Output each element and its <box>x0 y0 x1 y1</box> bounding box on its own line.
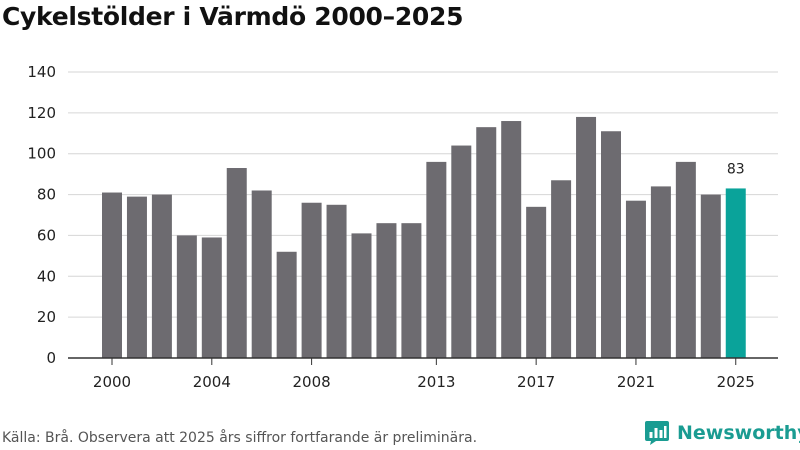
bar-2009 <box>326 204 347 358</box>
y-tick-label-120: 120 <box>27 104 56 122</box>
bar-2023 <box>675 161 696 358</box>
bar-2002 <box>151 194 172 358</box>
bar-2011 <box>376 223 397 358</box>
bar-2008 <box>301 202 322 358</box>
bar-2004 <box>201 237 222 358</box>
y-tick-label-20: 20 <box>37 308 56 326</box>
bar-2018 <box>551 180 572 358</box>
bar-2013 <box>426 161 447 358</box>
bar-2003 <box>176 235 197 358</box>
y-tick-label-40: 40 <box>37 267 56 285</box>
bar-2001 <box>126 196 147 358</box>
bar-2012 <box>401 223 422 358</box>
y-tick-label-60: 60 <box>37 226 56 244</box>
y-tick-label-80: 80 <box>37 186 56 204</box>
gridlines <box>68 71 778 318</box>
source-note: Källa: Brå. Observera att 2025 års siffr… <box>2 430 478 446</box>
bar-2020 <box>601 131 621 358</box>
bars <box>68 116 778 359</box>
data-labels: 83 <box>727 161 745 177</box>
bar-2017 <box>526 206 547 358</box>
x-tick-label-2008: 2008 <box>293 373 331 391</box>
y-axis-ticks: 0 20 40 60 80 100 120 140 <box>27 63 56 367</box>
chart-title: Cykelstölder i Värmdö 2000–2025 <box>2 2 464 31</box>
bar-2005 <box>226 168 247 358</box>
bar-2010 <box>351 233 372 358</box>
x-tick-label-2025: 2025 <box>717 373 755 391</box>
bar-2022 <box>650 186 671 358</box>
brand-logo: Newsworthy <box>644 420 800 446</box>
bar-2000 <box>102 192 122 358</box>
bar-2006 <box>251 190 272 358</box>
x-tick-label-2004: 2004 <box>193 373 231 391</box>
bar-2019 <box>576 116 597 358</box>
bar-2014 <box>451 145 472 358</box>
y-tick-label-0: 0 <box>46 349 56 367</box>
bar-2024 <box>700 194 721 358</box>
brand-name: Newsworthy <box>677 422 800 444</box>
data-label-2025: 83 <box>727 161 745 177</box>
newsworthy-logo-icon <box>645 421 669 445</box>
bar-2007 <box>276 251 297 358</box>
y-tick-label-140: 140 <box>27 63 56 81</box>
bar-2016 <box>501 121 522 359</box>
bar-2015 <box>476 127 497 359</box>
x-tick-label-2013: 2013 <box>417 373 455 391</box>
y-tick-label-100: 100 <box>27 145 56 163</box>
bar-2025 <box>725 188 746 358</box>
bar-2021 <box>625 200 646 358</box>
x-axis-ticks: 2000 2004 2008 2013 2017 2021 2025 <box>93 358 755 391</box>
x-tick-label-2021: 2021 <box>617 373 655 391</box>
x-tick-label-2017: 2017 <box>517 373 555 391</box>
x-tick-label-2000: 2000 <box>93 373 131 391</box>
